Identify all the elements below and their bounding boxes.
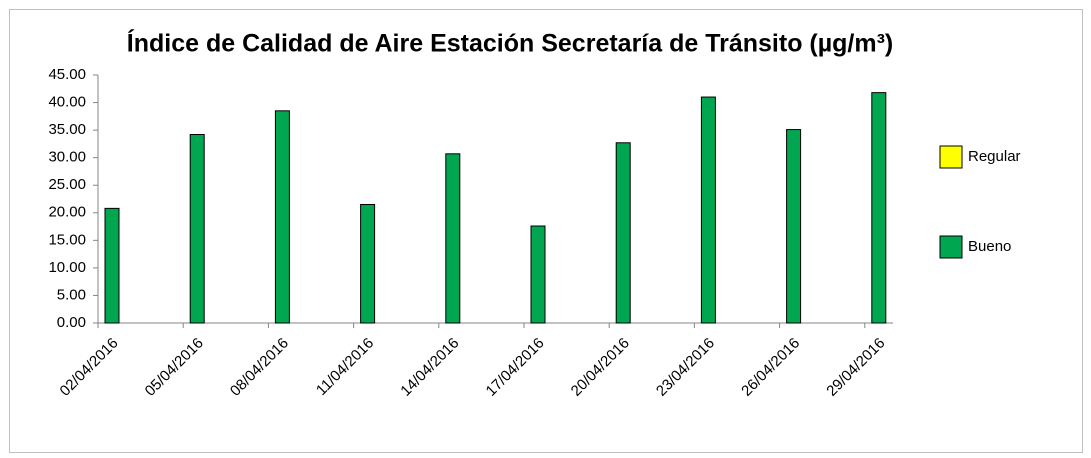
bar — [700, 96, 716, 324]
y-tick-label: 25.00 — [48, 176, 86, 193]
bar — [871, 92, 887, 324]
bar — [360, 204, 376, 324]
legend-label: Regular — [968, 148, 1021, 165]
chart-frame — [9, 9, 1083, 453]
chart-title: Índice de Calidad de Aire Estación Secre… — [127, 29, 893, 58]
bar — [530, 225, 546, 324]
bar — [189, 134, 205, 324]
legend-swatch — [939, 145, 963, 169]
y-tick-label: 45.00 — [48, 66, 86, 83]
y-tick-label: 20.00 — [48, 204, 86, 221]
bar — [445, 153, 461, 324]
y-tick-label: 10.00 — [48, 259, 86, 276]
legend-label: Bueno — [968, 238, 1011, 255]
bar — [104, 207, 120, 324]
y-tick-label: 35.00 — [48, 121, 86, 138]
bar — [274, 110, 290, 324]
y-tick-label: 40.00 — [48, 94, 86, 111]
bar — [786, 129, 802, 324]
y-tick-label: 5.00 — [57, 286, 86, 303]
y-tick-label: 30.00 — [48, 149, 86, 166]
y-tick-label: 15.00 — [48, 231, 86, 248]
bar — [615, 142, 631, 324]
y-tick-label: 0.00 — [57, 314, 86, 331]
legend-swatch — [939, 235, 963, 259]
